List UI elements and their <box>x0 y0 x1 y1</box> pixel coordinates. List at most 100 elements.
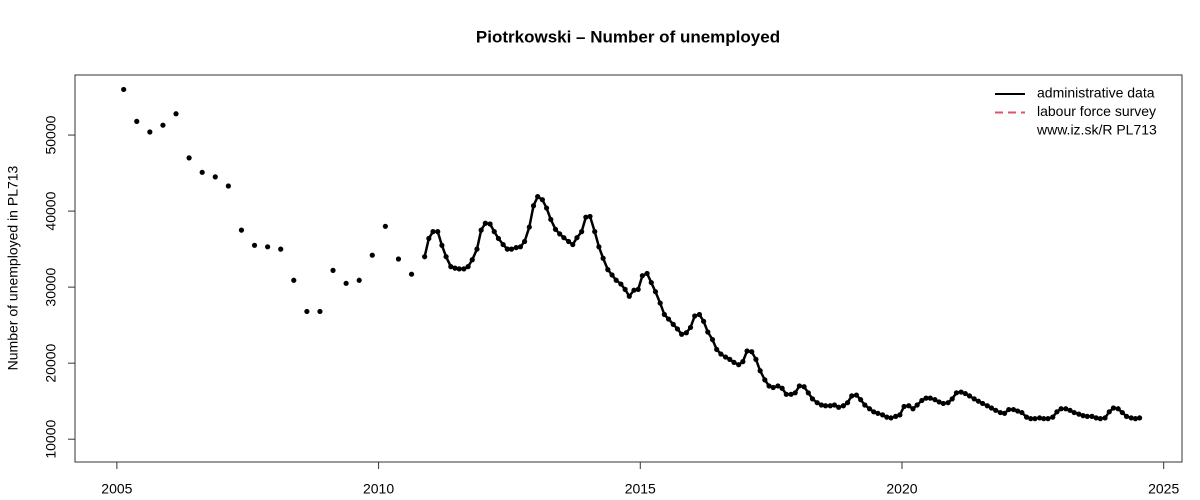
data-point <box>940 400 946 407</box>
data-point <box>753 356 759 362</box>
data-point <box>744 348 750 354</box>
series-line <box>423 194 1140 420</box>
data-point <box>422 254 428 260</box>
data-point <box>491 229 497 235</box>
data-point <box>862 402 868 408</box>
data-point <box>1110 405 1117 411</box>
data-point <box>317 308 323 315</box>
data-point <box>783 391 789 397</box>
data-point <box>818 402 824 408</box>
data-point <box>788 391 794 397</box>
data-point <box>801 384 807 390</box>
data-point <box>1023 414 1030 420</box>
data-point <box>508 246 515 252</box>
data-point <box>906 403 912 409</box>
data-point <box>731 359 737 365</box>
data-point <box>1093 415 1099 421</box>
data-point <box>762 377 768 383</box>
data-point <box>840 403 846 409</box>
data-point <box>809 396 816 402</box>
data-point <box>251 242 258 248</box>
data-point <box>1084 413 1090 419</box>
data-point <box>953 390 960 396</box>
data-point <box>962 390 968 397</box>
data-point <box>880 412 886 418</box>
data-point <box>1063 406 1069 412</box>
data-point <box>997 409 1003 416</box>
data-point <box>557 231 563 237</box>
data-point <box>657 300 663 306</box>
y-tick-label: 50000 <box>43 115 59 154</box>
data-point <box>639 273 645 279</box>
data-point <box>622 286 628 293</box>
legend-label: administrative data <box>1037 85 1155 101</box>
y-tick-label: 40000 <box>43 191 59 230</box>
data-point <box>966 393 973 399</box>
legend-label: labour force survey <box>1037 103 1156 119</box>
data-point <box>757 368 763 374</box>
data-point <box>574 235 580 241</box>
data-point <box>958 389 964 395</box>
data-point <box>945 400 951 406</box>
data-point <box>814 400 820 406</box>
data-point <box>487 221 493 227</box>
data-point <box>897 412 903 418</box>
data-point <box>1071 409 1077 416</box>
data-point <box>853 392 860 398</box>
data-point <box>674 326 681 332</box>
data-point <box>679 331 685 337</box>
x-tick-label: 2010 <box>363 481 394 497</box>
data-point <box>478 227 484 233</box>
data-point <box>1058 406 1064 412</box>
data-point <box>469 257 475 263</box>
data-point <box>644 270 650 277</box>
data-point <box>1076 411 1082 417</box>
data-point <box>709 336 716 343</box>
data-point <box>199 169 205 175</box>
data-point <box>779 385 785 391</box>
data-point <box>613 277 619 283</box>
data-point <box>1050 414 1056 420</box>
data-point <box>212 174 218 180</box>
data-point <box>430 229 436 235</box>
data-point <box>395 256 402 262</box>
data-point <box>866 406 873 412</box>
data-point <box>1119 409 1125 416</box>
data-point <box>949 396 955 402</box>
data-point <box>849 393 855 399</box>
data-point <box>513 244 519 251</box>
data-point <box>727 356 733 362</box>
data-point <box>792 390 798 396</box>
chart-title: Piotrkowski – Number of unemployed <box>476 27 780 46</box>
plot-frame <box>74 74 1183 463</box>
x-tick-label: 2020 <box>886 481 917 497</box>
data-point <box>827 403 833 409</box>
data-point <box>631 287 637 293</box>
data-point <box>408 271 415 277</box>
data-point <box>871 409 877 415</box>
data-point <box>988 405 995 411</box>
data-point <box>600 255 606 261</box>
data-point <box>893 413 899 419</box>
data-point <box>548 216 554 223</box>
data-point <box>923 395 929 401</box>
data-point <box>975 398 981 404</box>
data-point <box>1010 406 1017 413</box>
data-point <box>687 324 694 331</box>
data-point <box>592 229 598 235</box>
data-point <box>670 321 676 327</box>
data-point <box>356 277 362 283</box>
data-point <box>121 86 127 93</box>
data-point <box>1032 416 1038 422</box>
data-point <box>714 346 720 353</box>
data-point <box>1123 413 1130 419</box>
data-point <box>888 415 894 421</box>
data-point <box>452 265 458 271</box>
data-point <box>618 281 624 287</box>
legend-note: www.iz.sk/R PL713 <box>1036 122 1157 138</box>
data-point <box>1019 409 1025 416</box>
data-point <box>278 246 284 252</box>
data-point <box>683 330 689 336</box>
data-point <box>291 277 297 283</box>
